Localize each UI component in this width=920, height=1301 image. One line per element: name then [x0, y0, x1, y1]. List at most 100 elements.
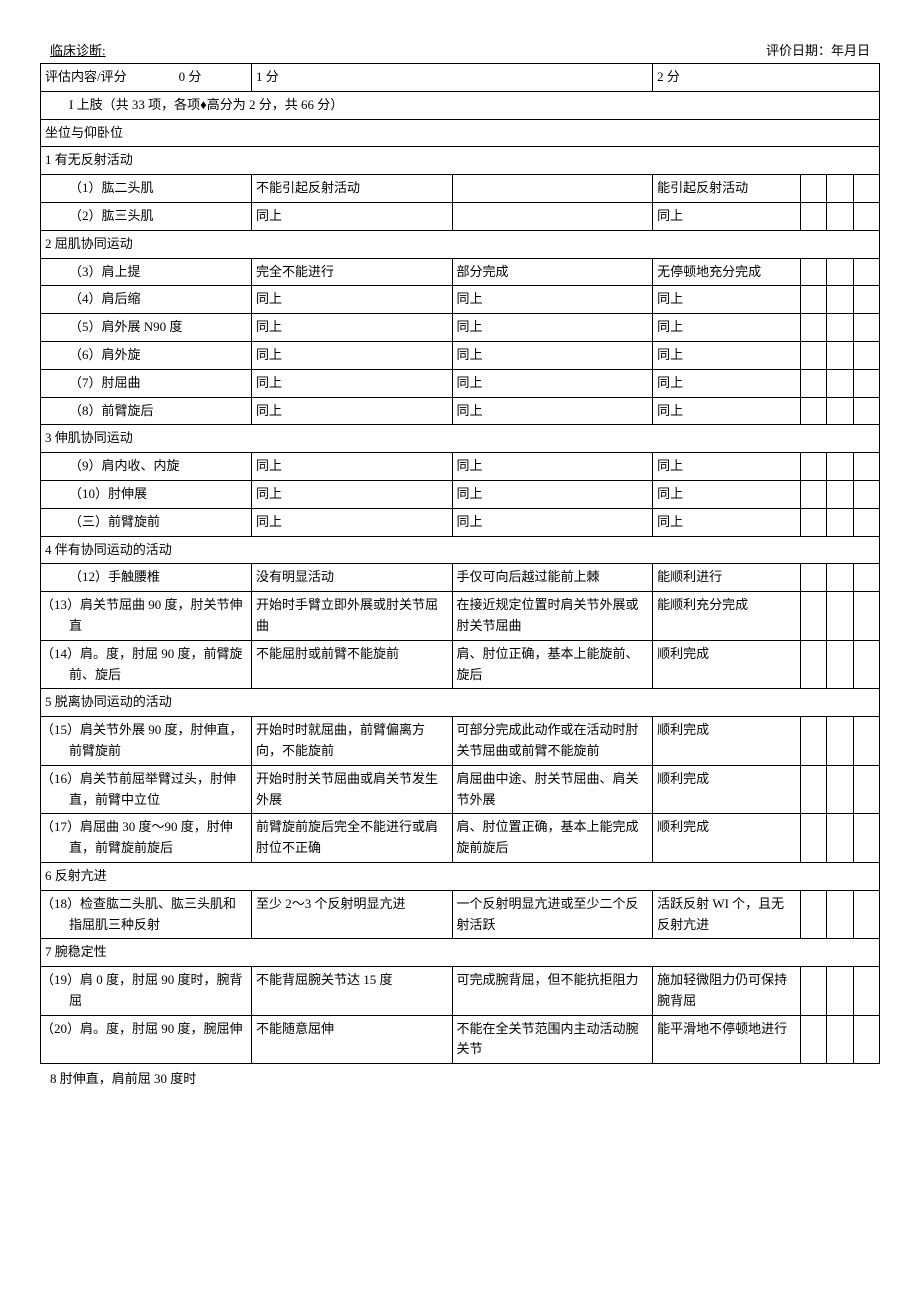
item-cell: （14）肩。度，肘屈 90 度，前臂旋前、旋后: [41, 640, 252, 689]
entry-cell[interactable]: [827, 508, 853, 536]
entry-cell[interactable]: [800, 286, 826, 314]
entry-cell[interactable]: [853, 967, 879, 1016]
entry-cell[interactable]: [827, 397, 853, 425]
entry-cell[interactable]: [800, 341, 826, 369]
entry-cell[interactable]: [853, 765, 879, 814]
entry-cell[interactable]: [800, 765, 826, 814]
entry-cell[interactable]: [827, 369, 853, 397]
entry-cell[interactable]: [800, 453, 826, 481]
entry-cell[interactable]: [827, 765, 853, 814]
item-cell: （13）肩关节屈曲 90 度，肘关节伸直: [41, 592, 252, 641]
group-4: 4 伴有协同运动的活动: [41, 536, 880, 564]
entry-cell[interactable]: [800, 314, 826, 342]
entry-cell[interactable]: [800, 890, 826, 939]
entry-cell[interactable]: [827, 480, 853, 508]
entry-cell[interactable]: [853, 369, 879, 397]
score2-cell: 无停顿地充分完成: [653, 258, 801, 286]
col-item: 评估内容/评分 0 分: [41, 64, 252, 92]
footer-note: 8 肘伸直，肩前屈 30 度时: [40, 1064, 880, 1091]
group-3: 3 伸肌协同运动: [41, 425, 880, 453]
entry-cell[interactable]: [853, 314, 879, 342]
entry-cell[interactable]: [800, 397, 826, 425]
table-row: （7）肘屈曲 同上 同上 同上: [41, 369, 880, 397]
entry-cell[interactable]: [827, 1015, 853, 1064]
score1-cell: 肩屈曲中途、肘关节屈曲、肩关节外展: [452, 765, 653, 814]
table-row: （16）肩关节前屈举臂过头，肘伸直，前臂中立位 开始时肘关节屈曲或肩关节发生外展…: [41, 765, 880, 814]
score2-cell: 同上: [653, 480, 801, 508]
entry-cell[interactable]: [853, 258, 879, 286]
entry-cell[interactable]: [853, 286, 879, 314]
score1-cell: 可部分完成此动作或在活动时肘关节屈曲或前臂不能旋前: [452, 717, 653, 766]
entry-cell[interactable]: [853, 175, 879, 203]
entry-cell[interactable]: [827, 175, 853, 203]
date-label: 评价日期：年月日: [766, 40, 870, 59]
table-row: （18）检查肱二头肌、肱三头肌和指屈肌三种反射 至少 2～3 个反射明显亢进 一…: [41, 890, 880, 939]
entry-cell[interactable]: [853, 480, 879, 508]
position-row: 坐位与仰卧位: [41, 119, 880, 147]
entry-cell[interactable]: [800, 508, 826, 536]
entry-cell[interactable]: [800, 1015, 826, 1064]
score0-cell: 同上: [252, 508, 453, 536]
entry-cell[interactable]: [853, 814, 879, 863]
diagnosis-label: 临床诊断:: [50, 40, 106, 59]
entry-cell[interactable]: [827, 314, 853, 342]
section-I: I 上肢（共 33 项，各项♦高分为 2 分，共 66 分）: [41, 91, 880, 119]
entry-cell[interactable]: [853, 717, 879, 766]
entry-cell[interactable]: [827, 258, 853, 286]
score0-cell: 同上: [252, 341, 453, 369]
entry-cell[interactable]: [853, 592, 879, 641]
score1-cell: 同上: [452, 453, 653, 481]
score2-cell: 同上: [653, 508, 801, 536]
item-cell: （4）肩后缩: [41, 286, 252, 314]
entry-cell[interactable]: [800, 564, 826, 592]
score1-cell: 同上: [452, 508, 653, 536]
entry-cell[interactable]: [853, 202, 879, 230]
entry-cell[interactable]: [853, 341, 879, 369]
entry-cell[interactable]: [853, 453, 879, 481]
entry-cell[interactable]: [800, 967, 826, 1016]
item-cell: （三）前臂旋前: [41, 508, 252, 536]
table-row: （15）肩关节外展 90 度，肘伸直，前臂旋前 开始时时就屈曲，前臂偏离方向，不…: [41, 717, 880, 766]
score2-cell: 顺利完成: [653, 765, 801, 814]
entry-cell[interactable]: [827, 890, 853, 939]
score0-cell: 同上: [252, 480, 453, 508]
group-1: 1 有无反射活动: [41, 147, 880, 175]
item-cell: （17）肩屈曲 30 度～90 度，肘伸直，前臂旋前旋后: [41, 814, 252, 863]
entry-cell[interactable]: [800, 640, 826, 689]
entry-cell[interactable]: [827, 341, 853, 369]
entry-cell[interactable]: [827, 640, 853, 689]
score0-cell: 同上: [252, 286, 453, 314]
table-row: （3）肩上提 完全不能进行 部分完成 无停顿地充分完成: [41, 258, 880, 286]
entry-cell[interactable]: [800, 202, 826, 230]
entry-cell[interactable]: [800, 175, 826, 203]
entry-cell[interactable]: [827, 453, 853, 481]
entry-cell[interactable]: [800, 814, 826, 863]
entry-cell[interactable]: [827, 202, 853, 230]
entry-cell[interactable]: [853, 397, 879, 425]
entry-cell[interactable]: [853, 508, 879, 536]
item-cell: （8）前臂旋后: [41, 397, 252, 425]
entry-cell[interactable]: [827, 286, 853, 314]
entry-cell[interactable]: [827, 967, 853, 1016]
score1-cell: 肩、肘位正确，基本上能旋前、旋后: [452, 640, 653, 689]
table-row: （9）肩内收、内旋 同上 同上 同上: [41, 453, 880, 481]
score2-cell: 活跃反射 WI 个，且无反射亢进: [653, 890, 801, 939]
entry-cell[interactable]: [853, 890, 879, 939]
score1-cell: 部分完成: [452, 258, 653, 286]
entry-cell[interactable]: [827, 814, 853, 863]
score0-cell: 同上: [252, 397, 453, 425]
score0-cell: 同上: [252, 314, 453, 342]
entry-cell[interactable]: [827, 592, 853, 641]
score0-cell: 开始时肘关节屈曲或肩关节发生外展: [252, 765, 453, 814]
table-row: （12）手触腰椎 没有明显活动 手仅可向后越过能前上棘 能顺利进行: [41, 564, 880, 592]
entry-cell[interactable]: [853, 1015, 879, 1064]
entry-cell[interactable]: [800, 480, 826, 508]
entry-cell[interactable]: [827, 717, 853, 766]
entry-cell[interactable]: [800, 717, 826, 766]
entry-cell[interactable]: [800, 592, 826, 641]
entry-cell[interactable]: [827, 564, 853, 592]
entry-cell[interactable]: [853, 640, 879, 689]
entry-cell[interactable]: [853, 564, 879, 592]
entry-cell[interactable]: [800, 369, 826, 397]
entry-cell[interactable]: [800, 258, 826, 286]
